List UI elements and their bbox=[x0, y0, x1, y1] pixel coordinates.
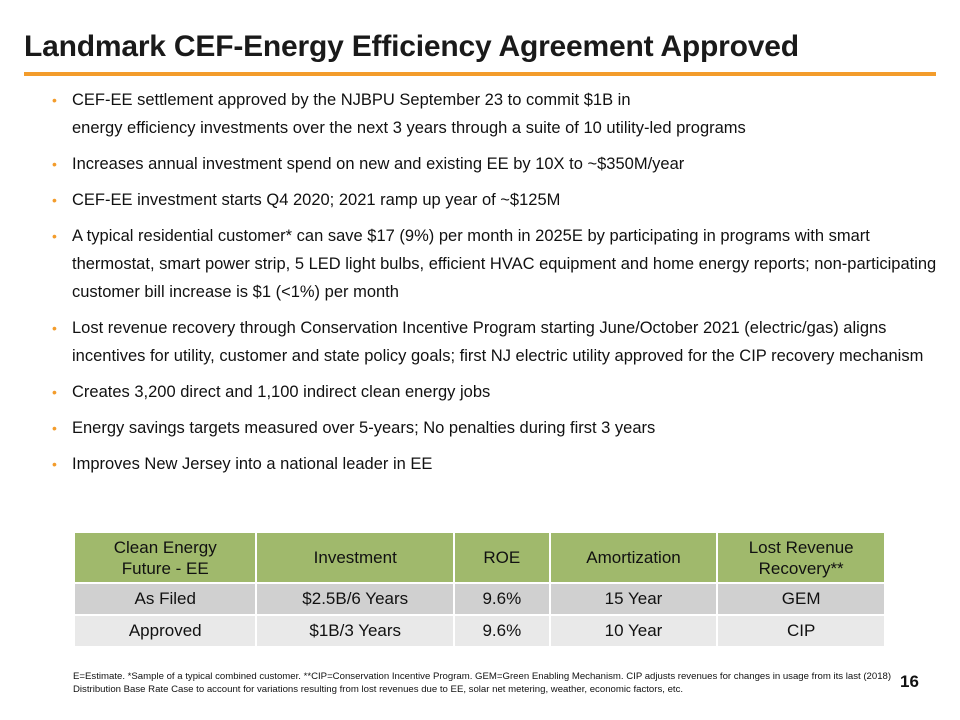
table-cell: $1B/3 Years bbox=[255, 614, 455, 648]
bullet-text: Improves New Jersey into a national lead… bbox=[72, 455, 433, 473]
bullet-marker: • bbox=[52, 192, 57, 208]
page-number: 16 bbox=[900, 672, 919, 691]
header-program: Clean Energy Future - EE bbox=[72, 531, 258, 584]
header-roe: ROE bbox=[452, 531, 551, 584]
bullet-text: Creates 3,200 direct and 1,100 indirect … bbox=[72, 383, 491, 401]
table-cell: Approved bbox=[72, 614, 258, 648]
table-cell: 9.6% bbox=[452, 582, 551, 616]
table-cell: 9.6% bbox=[452, 614, 551, 648]
bullet-marker: • bbox=[52, 92, 57, 108]
bullet-item: • Increases annual investment spend on n… bbox=[52, 150, 942, 178]
bullet-marker: • bbox=[52, 156, 57, 172]
table-row-as-filed: As Filed $2.5B/6 Years 9.6% 15 Year GEM bbox=[72, 582, 886, 616]
header-investment: Investment bbox=[255, 531, 455, 584]
bullet-item: • Creates 3,200 direct and 1,100 indirec… bbox=[52, 378, 942, 406]
title-underline bbox=[24, 72, 936, 76]
table-header-row: Clean Energy Future - EE Investment ROE … bbox=[72, 531, 886, 584]
footnote: E=Estimate. *Sample of a typical combine… bbox=[73, 671, 892, 695]
bullet-item: • CEF-EE investment starts Q4 2020; 2021… bbox=[52, 186, 942, 214]
bullet-marker: • bbox=[52, 420, 57, 436]
bullet-item: • CEF-EE settlement approved by the NJBP… bbox=[52, 86, 942, 142]
bullet-item: • Energy savings targets measured over 5… bbox=[52, 414, 942, 442]
bullet-item: • Lost revenue recovery through Conserva… bbox=[52, 314, 942, 370]
table-cell: CIP bbox=[716, 614, 886, 648]
table-cell: GEM bbox=[716, 582, 886, 616]
bullet-marker: • bbox=[52, 320, 57, 336]
bullet-text: A typical residential customer* can save… bbox=[72, 227, 937, 301]
table-cell: $2.5B/6 Years bbox=[255, 582, 455, 616]
bullet-marker: • bbox=[52, 456, 57, 472]
bullet-text: CEF-EE investment starts Q4 2020; 2021 r… bbox=[72, 191, 561, 209]
table-cell: 10 Year bbox=[548, 614, 719, 648]
comparison-table: Clean Energy Future - EE Investment ROE … bbox=[72, 531, 886, 648]
bullet-list: • CEF-EE settlement approved by the NJBP… bbox=[52, 86, 942, 486]
table-row-approved: Approved $1B/3 Years 9.6% 10 Year CIP bbox=[72, 614, 886, 648]
bullet-text: Lost revenue recovery through Conservati… bbox=[72, 319, 924, 365]
table-cell: As Filed bbox=[72, 582, 258, 616]
bullet-text: Increases annual investment spend on new… bbox=[72, 155, 685, 173]
header-amortization: Amortization bbox=[548, 531, 719, 584]
bullet-marker: • bbox=[52, 228, 57, 244]
table-cell: 15 Year bbox=[548, 582, 719, 616]
bullet-item: • Improves New Jersey into a national le… bbox=[52, 450, 942, 478]
bullet-marker: • bbox=[52, 384, 57, 400]
page-title: Landmark CEF-Energy Efficiency Agreement… bbox=[24, 30, 799, 63]
bullet-text: Energy savings targets measured over 5-y… bbox=[72, 419, 656, 437]
bullet-text: CEF-EE settlement approved by the NJBPU … bbox=[72, 91, 631, 109]
bullet-item: • A typical residential customer* can sa… bbox=[52, 222, 942, 306]
bullet-text: energy efficiency investments over the n… bbox=[72, 119, 746, 137]
header-lost-revenue-recovery: Lost Revenue Recovery** bbox=[716, 531, 886, 584]
